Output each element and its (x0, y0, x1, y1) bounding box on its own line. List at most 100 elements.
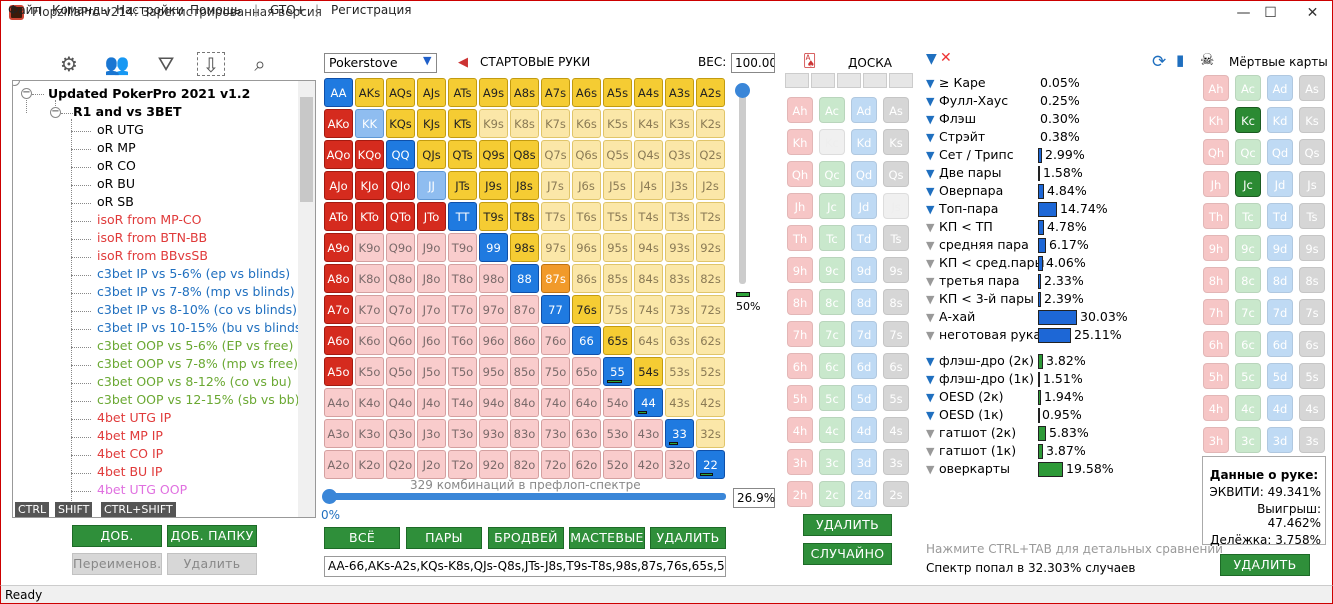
board-card-4d[interactable]: 4d (851, 417, 877, 443)
dead-card-6s[interactable]: 6s (1299, 331, 1325, 357)
hand-cell-AQs[interactable]: AQs (386, 78, 415, 107)
menu-settings[interactable]: Настройки (116, 3, 184, 17)
dead-card-5h[interactable]: 5h (1203, 363, 1229, 389)
hand-cell-32o[interactable]: 32o (665, 450, 694, 479)
board-card-3d[interactable]: 3d (851, 449, 877, 475)
dead-card-9c[interactable]: 9c (1235, 235, 1261, 261)
filter-marker-icon[interactable]: ▼ (926, 185, 935, 198)
hand-cell-AJs[interactable]: AJs (417, 78, 446, 107)
hand-cell-82o[interactable]: 82o (510, 450, 539, 479)
hand-cell-72o[interactable]: 72o (541, 450, 570, 479)
hand-cell-ATs[interactable]: ATs (448, 78, 477, 107)
tree-collapse-toggle[interactable]: − (13, 81, 20, 86)
hand-cell-J3o[interactable]: J3o (417, 419, 446, 448)
board-card-3c[interactable]: 3c (819, 449, 845, 475)
filter-marker-icon[interactable]: ▼ (926, 427, 935, 440)
hand-cell-65s[interactable]: 65s (603, 326, 632, 355)
dead-card-4d[interactable]: 4d (1267, 395, 1293, 421)
tree-item[interactable]: 4bet UTG IP (97, 410, 172, 425)
hand-cell-K5s[interactable]: K5s (603, 109, 632, 138)
hand-cell-55[interactable]: 55 (603, 357, 632, 386)
board-card-5h[interactable]: 5h (787, 385, 813, 411)
filter-marker-icon[interactable]: ▼ (926, 311, 935, 324)
hand-cell-AKo[interactable]: AKo (324, 109, 353, 138)
tree-collapse-toggle[interactable]: − (21, 87, 32, 99)
hand-cell-J8o[interactable]: J8o (417, 264, 446, 293)
tree-item[interactable]: oR UTG (97, 122, 144, 137)
clear-range-button[interactable]: УДАЛИТЬ (650, 527, 726, 549)
menu-file[interactable]: Файл (8, 3, 42, 17)
dead-card-5c[interactable]: 5c (1235, 363, 1261, 389)
all-button[interactable]: ВСЁ (324, 527, 400, 549)
hand-cell-A2o[interactable]: A2o (324, 450, 353, 479)
filter-marker-icon[interactable]: ▼ (926, 409, 935, 422)
dead-card-5d[interactable]: 5d (1267, 363, 1293, 389)
percent-slider[interactable] (325, 493, 726, 500)
hand-cell-KQo[interactable]: KQo (355, 140, 384, 169)
hand-cell-44[interactable]: 44 (634, 388, 663, 417)
dead-card-Ac[interactable]: Ac (1235, 75, 1261, 101)
filter-marker-icon[interactable]: ▼ (926, 329, 935, 342)
tree-item[interactable]: 4bet MP IP (97, 428, 163, 443)
menu-help[interactable]: Помощь (190, 3, 242, 17)
board-random-button[interactable]: СЛУЧАЙНО (803, 543, 892, 565)
broadway-button[interactable]: БРОДВЕЙ (488, 527, 564, 549)
hand-cell-93o[interactable]: 93o (479, 419, 508, 448)
hand-cell-T7s[interactable]: T7s (541, 202, 570, 231)
tree-item[interactable]: 4bet UTG OOP (97, 482, 188, 497)
hand-cell-72s[interactable]: 72s (696, 295, 725, 324)
dead-card-6c[interactable]: 6c (1235, 331, 1261, 357)
hand-cell-A8s[interactable]: A8s (510, 78, 539, 107)
hand-cell-QJo[interactable]: QJo (386, 171, 415, 200)
board-card-Qh[interactable]: Qh (787, 161, 813, 187)
dead-card-Ah[interactable]: Ah (1203, 75, 1229, 101)
hand-cell-T9o[interactable]: T9o (448, 233, 477, 262)
hand-cell-Q5s[interactable]: Q5s (603, 140, 632, 169)
hand-cell-JJ[interactable]: JJ (417, 171, 446, 200)
hand-cell-AJo[interactable]: AJo (324, 171, 353, 200)
hand-cell-Q7o[interactable]: Q7o (386, 295, 415, 324)
tree-scrollbar-thumb[interactable] (300, 97, 313, 202)
board-slot[interactable] (889, 73, 913, 88)
hand-cell-75o[interactable]: 75o (541, 357, 570, 386)
dead-card-5s[interactable]: 5s (1299, 363, 1325, 389)
hand-cell-AQo[interactable]: AQo (324, 140, 353, 169)
hand-cell-KK[interactable]: KK (355, 109, 384, 138)
filter-add-icon[interactable]: ⛛ (157, 52, 175, 76)
board-card-2h[interactable]: 2h (787, 481, 813, 507)
board-card-2s[interactable]: 2s (883, 481, 909, 507)
board-card-Js[interactable]: Js (883, 193, 909, 219)
tree-item[interactable]: isoR from BBvsSB (97, 248, 208, 263)
delete-range-button[interactable]: Удалить (167, 553, 257, 575)
dead-card-Qh[interactable]: Qh (1203, 139, 1229, 165)
tree-item[interactable]: oR CO (97, 158, 136, 173)
menu-registration[interactable]: Регистрация (331, 3, 412, 17)
hand-cell-J2o[interactable]: J2o (417, 450, 446, 479)
hand-cell-A7s[interactable]: A7s (541, 78, 570, 107)
dead-card-3c[interactable]: 3c (1235, 427, 1261, 453)
board-card-6s[interactable]: 6s (883, 353, 909, 379)
tree-item[interactable]: c3bet OOP vs 7-8% (mp vs free) (97, 356, 299, 371)
board-card-Ad[interactable]: Ad (851, 97, 877, 123)
hand-cell-Q6s[interactable]: Q6s (572, 140, 601, 169)
hand-cell-95s[interactable]: 95s (603, 233, 632, 262)
refresh-icon[interactable]: ⟳ (1152, 52, 1167, 72)
dead-card-9h[interactable]: 9h (1203, 235, 1229, 261)
hand-cell-J6o[interactable]: J6o (417, 326, 446, 355)
filter-marker-icon[interactable]: ▼ (926, 167, 935, 180)
hand-cell-53s[interactable]: 53s (665, 357, 694, 386)
hand-cell-J7o[interactable]: J7o (417, 295, 446, 324)
board-slot[interactable] (785, 73, 809, 88)
board-card-Qd[interactable]: Qd (851, 161, 877, 187)
hand-cell-43o[interactable]: 43o (634, 419, 663, 448)
hand-cell-A9o[interactable]: A9o (324, 233, 353, 262)
percent-input[interactable]: 26.9% (733, 488, 775, 508)
hand-cell-K9s[interactable]: K9s (479, 109, 508, 138)
hand-cell-K5o[interactable]: K5o (355, 357, 384, 386)
dead-card-Ad[interactable]: Ad (1267, 75, 1293, 101)
weight-slider[interactable] (739, 84, 746, 284)
board-card-Jd[interactable]: Jd (851, 193, 877, 219)
hand-cell-42o[interactable]: 42o (634, 450, 663, 479)
hand-cell-KJs[interactable]: KJs (417, 109, 446, 138)
board-slot[interactable] (863, 73, 887, 88)
